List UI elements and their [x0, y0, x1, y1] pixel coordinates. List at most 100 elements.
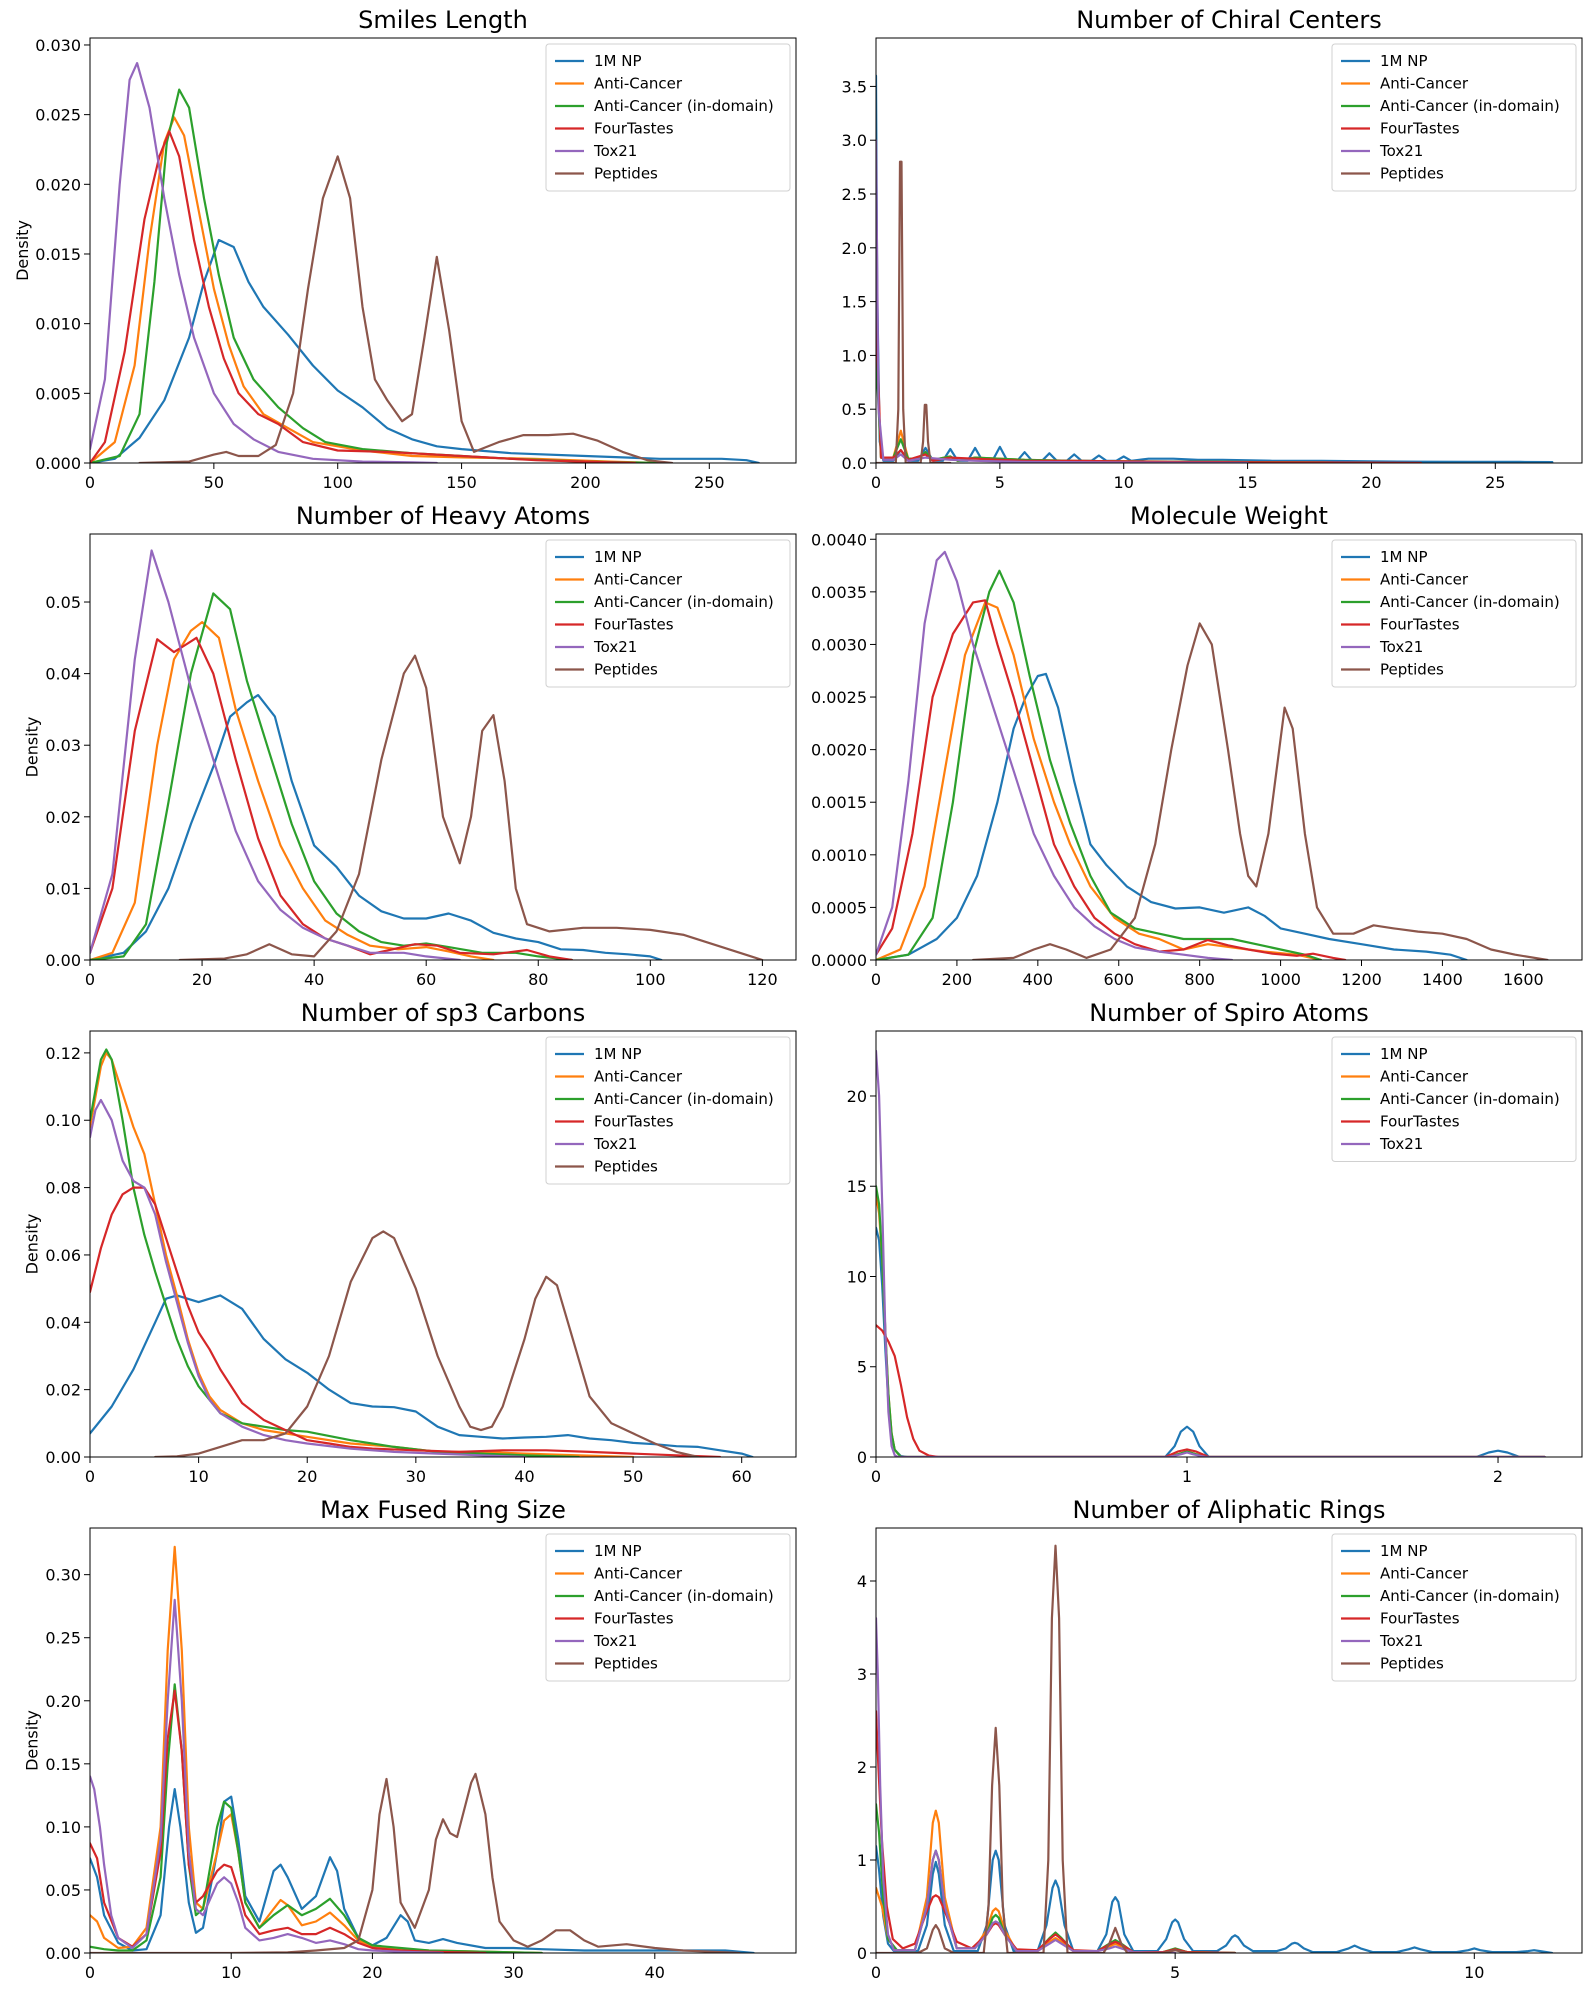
series-line-peptides: [138, 155, 674, 463]
y-tick-label: 0.04: [45, 665, 81, 684]
series-line-anti-cancer-in-domain: [876, 1185, 1546, 1457]
chart-panel-1: 0 50 100 150 200 250 0.000 0.005 0.010 0.015 0.020…: [13, 6, 797, 492]
legend: 1M NP Anti-Cancer Anti-Cancer (in-domain) F…: [1331, 1036, 1577, 1162]
legend-label: Anti-Cancer (in-domain): [594, 1090, 774, 1108]
series-line-1m-np: [90, 238, 760, 463]
series-line-anti-cancer: [90, 620, 495, 960]
x-tick-label: 1: [1182, 1467, 1192, 1486]
x-tick-label: 60: [732, 1467, 752, 1486]
legend-label: FourTastes: [594, 1113, 674, 1131]
y-tick-label: 2.0: [842, 239, 867, 258]
x-tick-label: 250: [694, 473, 725, 492]
legend-label: 1M NP: [1380, 1045, 1428, 1063]
y-tick-label: 20: [847, 1087, 867, 1106]
y-tick-label: 0.0020: [811, 741, 867, 760]
legend-label: Anti-Cancer: [594, 75, 683, 93]
x-tick-label: 50: [623, 1467, 643, 1486]
y-tick-label: 0.04: [45, 1313, 81, 1332]
series-line-peptides: [154, 1230, 700, 1457]
series-line-peptides: [876, 1544, 1237, 1953]
series-line-fourtastes: [876, 1710, 1237, 1953]
legend-label: Peptides: [594, 1655, 658, 1673]
series-line-tox21: [90, 549, 461, 960]
x-tick-label: 1000: [1260, 970, 1301, 989]
series-line-anti-cancer: [876, 1194, 1546, 1457]
series-line-anti-cancer: [876, 332, 1373, 463]
x-tick-label: 20: [1361, 473, 1381, 492]
y-tick-label: 0.0035: [811, 583, 867, 602]
x-tick-label: 10: [221, 1963, 241, 1982]
legend-label: Anti-Cancer: [594, 571, 683, 589]
x-tick-label: 25: [1485, 473, 1505, 492]
x-tick-label: 80: [528, 970, 548, 989]
x-tick-label: 0: [85, 1963, 95, 1982]
y-tick-label: 0.05: [45, 593, 81, 612]
chart-panel-8: 0 5 10 0 1 2 3 4 Number of Aliphatic Rings 1M NP A…: [857, 1496, 1583, 1982]
chart-title: Smiles Length: [358, 6, 528, 34]
y-tick-label: 0.25: [45, 1629, 81, 1648]
series-line-anti-cancer-in-domain: [90, 1683, 543, 1953]
y-tick-label: 0.08: [45, 1179, 81, 1198]
chart-panel-3: 0 20 40 60 80 100 120 0.00 0.01 0.02 0.03 0.04 0.05 N…: [23, 502, 797, 989]
legend-box: [545, 43, 791, 192]
x-tick-label: 0: [871, 473, 881, 492]
chart-title: Number of Chiral Centers: [1076, 6, 1382, 34]
x-tick-label: 0: [85, 970, 95, 989]
legend-label: Tox21: [593, 142, 637, 160]
legend-label: Tox21: [593, 638, 637, 656]
x-tick-label: 5: [995, 473, 1005, 492]
x-tick-label: 1200: [1341, 970, 1382, 989]
y-tick-label: 0.0030: [811, 635, 867, 654]
x-tick-label: 0: [871, 1963, 881, 1982]
y-tick-label: 0.05: [45, 1881, 81, 1900]
series-line-tox21: [876, 1617, 1177, 1953]
legend-label: Anti-Cancer: [1380, 1068, 1469, 1086]
y-tick-label: 0.20: [45, 1692, 81, 1711]
chart-title: Molecule Weight: [1130, 502, 1328, 530]
x-tick-label: 400: [1023, 970, 1054, 989]
legend-label: 1M NP: [1380, 548, 1428, 566]
legend-label: FourTastes: [1380, 120, 1460, 138]
axes-frame: [89, 533, 797, 961]
legend-label: Peptides: [594, 661, 658, 679]
legend-label: 1M NP: [594, 52, 642, 70]
legend-label: Anti-Cancer: [1380, 75, 1469, 93]
y-tick-label: 0.0010: [811, 846, 867, 865]
legend-label: Tox21: [1379, 638, 1423, 656]
legend-label: FourTastes: [1380, 616, 1460, 634]
legend: 1M NP Anti-Cancer Anti-Cancer (in-domain) F…: [545, 1533, 791, 1682]
legend-label: Anti-Cancer: [594, 1068, 683, 1086]
legend-label: FourTastes: [1380, 1113, 1460, 1131]
y-tick-label: 0.03: [45, 736, 81, 755]
series-line-anti-cancer: [90, 116, 661, 463]
x-tick-label: 200: [942, 970, 973, 989]
legend-label: Anti-Cancer (in-domain): [1380, 1090, 1560, 1108]
legend: 1M NP Anti-Cancer Anti-Cancer (in-domain) F…: [1331, 539, 1577, 688]
chart-panel-4: 0 200 400 600 800 1000 1200 1400 1600 0.0000 0.000…: [811, 502, 1583, 989]
x-tick-label: 40: [645, 1963, 665, 1982]
legend: 1M NP Anti-Cancer Anti-Cancer (in-domain) F…: [545, 1036, 791, 1185]
x-tick-label: 120: [747, 970, 778, 989]
y-tick-label: 0.02: [45, 1381, 81, 1400]
x-tick-label: 40: [304, 970, 324, 989]
x-tick-label: 20: [362, 1963, 382, 1982]
legend-label: Peptides: [1380, 165, 1444, 183]
legend-label: Peptides: [594, 1158, 658, 1176]
y-tick-label: 4: [857, 1572, 867, 1591]
y-tick-label: 0.0015: [811, 793, 867, 812]
y-tick-label: 0.00: [45, 1448, 81, 1467]
series-line-tox21: [876, 139, 1249, 463]
y-tick-label: 0.12: [45, 1044, 81, 1063]
x-tick-label: 10: [1464, 1963, 1484, 1982]
series-line-fourtastes: [90, 1186, 722, 1457]
y-axis-label: Density: [13, 220, 32, 281]
legend-label: Tox21: [593, 1632, 637, 1650]
y-tick-label: 5: [857, 1358, 867, 1377]
series-line-1m-np: [876, 672, 1468, 960]
x-tick-label: 40: [514, 1467, 534, 1486]
y-axis-label: Density: [23, 1710, 42, 1771]
x-tick-label: 5: [1170, 1963, 1180, 1982]
legend-box: [1331, 1533, 1577, 1682]
series-line-fourtastes: [90, 636, 574, 960]
